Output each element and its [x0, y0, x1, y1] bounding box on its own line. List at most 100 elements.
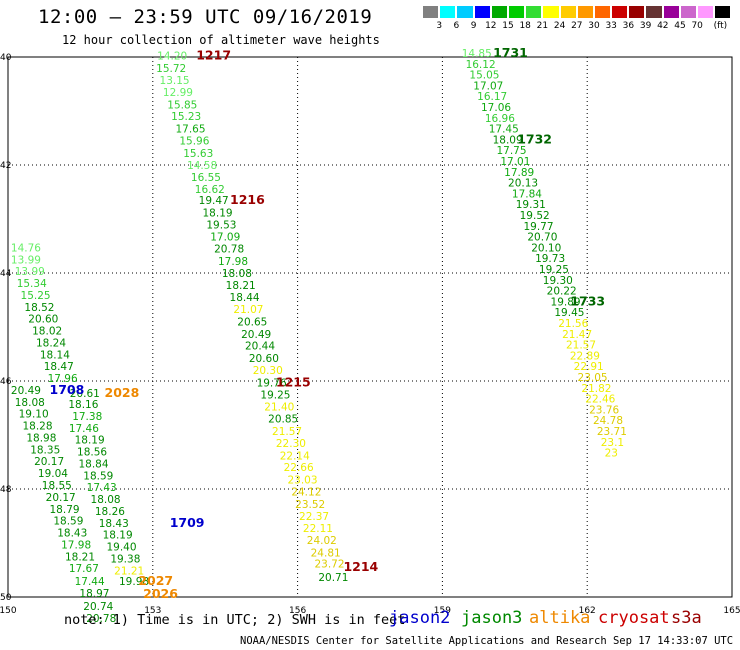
wave-height-value: 20.78: [214, 243, 244, 255]
color-swatch: [662, 5, 680, 19]
wave-height-value: 17.43: [87, 482, 117, 494]
satellite-legend-cryosat: cryosat: [598, 608, 670, 628]
color-scale-label: 6: [453, 21, 460, 31]
wave-height-value: 20.70: [527, 232, 557, 244]
wave-height-value: 17.75: [496, 145, 526, 157]
wave-height-value: 21.57: [566, 340, 596, 352]
color-scale-bar: [422, 5, 732, 19]
wave-height-value: 20.74: [83, 601, 113, 613]
wave-height-value: 18.21: [65, 551, 95, 563]
color-swatch: [422, 5, 440, 19]
wave-height-value: 18.21: [226, 280, 256, 292]
wave-height-value: 15.72: [156, 63, 186, 75]
color-scale-label: 70: [691, 21, 703, 31]
lat-tick-label: 44: [0, 269, 12, 279]
wave-height-value: 23.05: [578, 372, 608, 384]
color-swatch: [576, 5, 594, 19]
wave-height-value: 16.96: [485, 113, 515, 125]
wave-height-value: 17.01: [500, 156, 530, 168]
wave-height-value: 18.98: [26, 432, 56, 444]
wave-height-value: 19.98: [119, 576, 149, 588]
wave-height-value: 18.08: [15, 397, 45, 409]
wave-height-value: 18.19: [103, 530, 133, 542]
pass-time-label: 1733: [570, 293, 605, 308]
color-scale-unit: (ft): [713, 21, 728, 31]
wave-height-value: 15.85: [167, 99, 197, 111]
wave-height-value: 13.99: [11, 254, 41, 266]
map-border: [7, 56, 733, 598]
color-swatch: [456, 5, 474, 19]
color-swatch: [525, 5, 543, 19]
wave-height-value: 23.71: [597, 426, 627, 438]
wave-height-value: 21.47: [562, 329, 592, 341]
color-swatch: [507, 5, 526, 19]
lon-tick-label: 156: [289, 606, 306, 616]
wave-height-value: 18.79: [50, 504, 80, 516]
pass-time-label: 1709: [170, 515, 205, 530]
wave-height-value: 20.49: [241, 329, 271, 341]
pass-time-label: 2027: [138, 573, 173, 588]
wave-height-value: 20.60: [249, 353, 279, 365]
pass-time-label: 1732: [517, 131, 552, 146]
color-scale-label: 15: [502, 21, 514, 31]
wave-height-value: 20.78: [86, 613, 116, 625]
wave-height-value: 15.25: [21, 290, 51, 302]
wave-height-value: 21.21: [114, 565, 144, 577]
lat-tick-label: 48: [0, 485, 12, 495]
color-scale-label: 42: [657, 21, 669, 31]
wave-height-value: 18.43: [57, 528, 87, 540]
wave-height-value: 24.12: [291, 486, 321, 498]
color-swatch: [559, 5, 577, 19]
wave-height-value: 18.14: [40, 349, 70, 361]
lon-tick-label: 150: [0, 606, 17, 616]
wave-height-value: 18.43: [99, 518, 129, 530]
color-scale-label: 33: [605, 21, 617, 31]
wave-height-value: 20.30: [253, 365, 283, 377]
wave-height-value: 18.08: [91, 494, 121, 506]
wave-height-value: 19.25: [260, 389, 290, 401]
wave-height-value: 17.98: [218, 256, 248, 268]
wave-height-value: 21.07: [233, 304, 263, 316]
wave-height-value: 17.67: [69, 563, 99, 575]
wave-height-value: 17.84: [512, 188, 542, 200]
color-scale-label: 24: [553, 21, 566, 31]
wave-height-value: 16.17: [477, 91, 507, 103]
color-scale-label: 3: [436, 21, 443, 31]
color-scale-label: 9: [470, 21, 477, 31]
satellite-legend-altika: altika: [529, 608, 591, 628]
wave-height-value: 19.73: [535, 253, 565, 265]
color-swatch: [611, 5, 629, 19]
wave-height-value: 18.47: [44, 361, 74, 373]
pass-time-label: 1217: [196, 48, 231, 63]
lat-tick-label: 40: [0, 53, 12, 63]
wave-height-value: 23.1: [601, 437, 624, 449]
wave-height-value: 16.12: [466, 59, 496, 71]
wave-height-value: 23: [605, 448, 618, 460]
wave-height-value: 22.89: [570, 350, 600, 362]
wave-height-value: 19.25: [539, 264, 569, 276]
wave-height-value: 19.30: [543, 275, 573, 287]
lon-tick-label: 165: [723, 606, 740, 616]
color-scale-label: 45: [674, 21, 686, 31]
lon-tick-label: 153: [144, 606, 161, 616]
wave-height-value: 22.30: [276, 438, 306, 450]
map-subtitle: 12 hour collection of altimeter wave hei…: [62, 33, 380, 47]
wave-height-value: 18.59: [83, 470, 113, 482]
wave-height-value: 21.57: [272, 426, 302, 438]
wave-height-value: 21.56: [558, 318, 588, 330]
lat-tick-label: 42: [0, 161, 11, 171]
wave-height-value: 20.65: [237, 316, 267, 328]
wave-height-value: 20.13: [508, 178, 538, 190]
color-swatch: [714, 5, 732, 19]
wave-height-value: 20.17: [46, 492, 76, 504]
wave-height-value: 23.72: [314, 558, 344, 570]
wave-height-value: 20.44: [245, 341, 275, 353]
wave-height-value: 15.34: [17, 278, 47, 290]
wave-height-value: 23.03: [287, 475, 317, 487]
wave-height-value: 19.04: [38, 468, 68, 480]
wave-height-value: 19.31: [516, 199, 546, 211]
wave-height-value: 20.17: [34, 456, 64, 468]
wave-height-value: 15.63: [183, 148, 213, 160]
